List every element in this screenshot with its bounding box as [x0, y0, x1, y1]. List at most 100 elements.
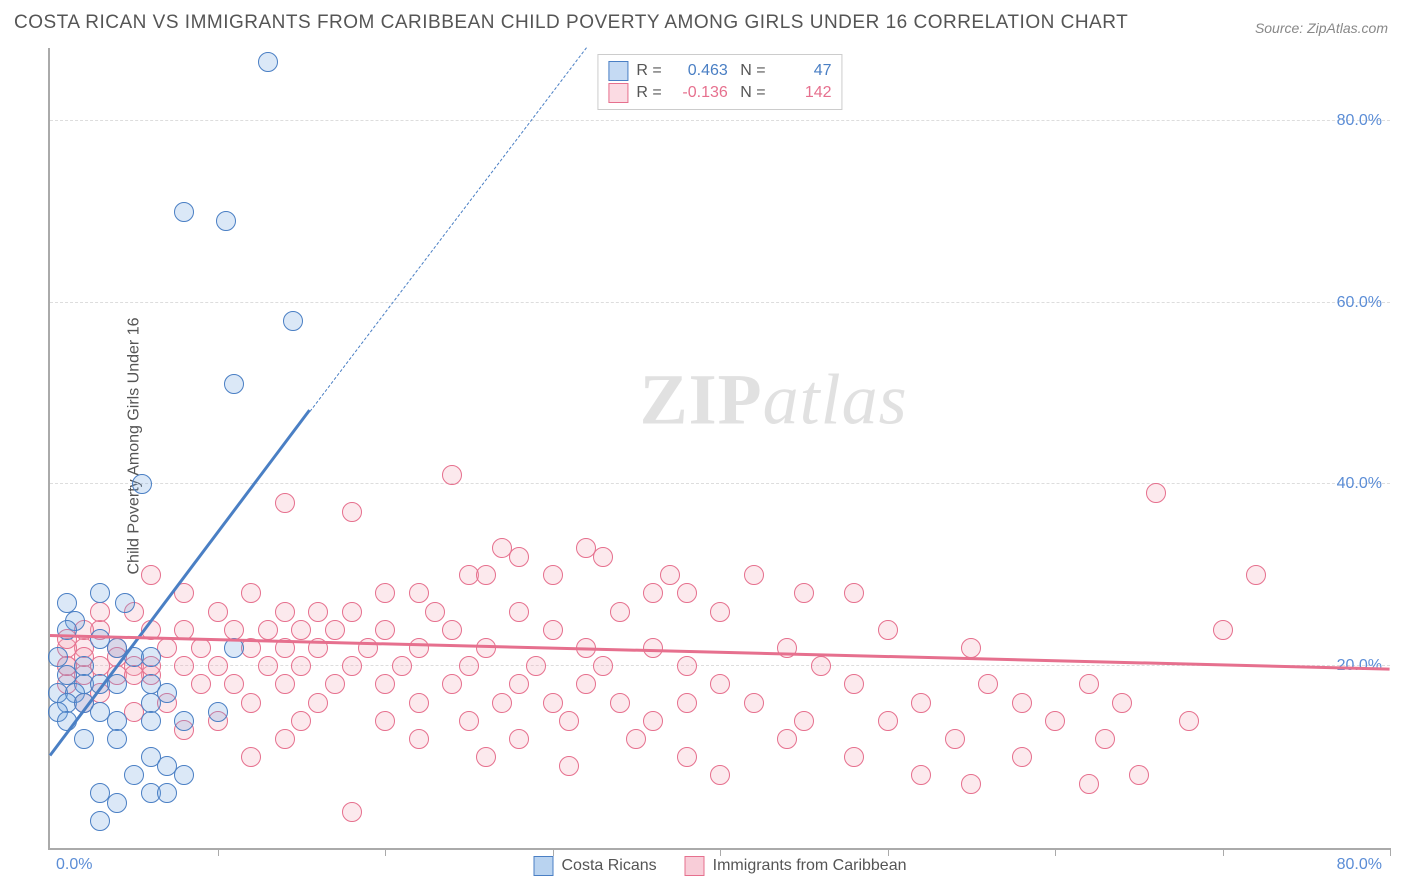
scatter-point [342, 802, 362, 822]
scatter-point [141, 711, 161, 731]
r-value-series-1: 0.463 [670, 62, 728, 80]
scatter-point [1095, 729, 1115, 749]
x-tick [1390, 848, 1391, 856]
scatter-point [677, 747, 697, 767]
scatter-point [342, 602, 362, 622]
scatter-point [115, 593, 135, 613]
scatter-point [258, 52, 278, 72]
legend-swatch-series-2 [685, 856, 705, 876]
scatter-point [1079, 774, 1099, 794]
scatter-point [559, 711, 579, 731]
scatter-point [559, 756, 579, 776]
scatter-point [208, 702, 228, 722]
scatter-point [174, 765, 194, 785]
scatter-point [526, 656, 546, 676]
x-tick [553, 848, 554, 856]
scatter-point [978, 674, 998, 694]
scatter-point [258, 656, 278, 676]
scatter-point [107, 711, 127, 731]
scatter-point [141, 647, 161, 667]
x-tick [720, 848, 721, 856]
scatter-point [961, 774, 981, 794]
scatter-point [543, 693, 563, 713]
scatter-point [844, 747, 864, 767]
scatter-plot-area: ZIPatlas R = 0.463 N = 47 R = -0.136 N =… [48, 48, 1390, 850]
n-label: N = [736, 62, 766, 80]
scatter-point [744, 565, 764, 585]
legend-item-series-1: Costa Ricans [534, 856, 657, 876]
scatter-point [208, 656, 228, 676]
source-prefix: Source: [1255, 20, 1307, 36]
scatter-point [643, 711, 663, 731]
legend-swatch-series-1 [534, 856, 554, 876]
scatter-point [392, 656, 412, 676]
scatter-point [325, 674, 345, 694]
scatter-point [476, 747, 496, 767]
gridline [50, 302, 1390, 303]
scatter-point [1179, 711, 1199, 731]
scatter-point [308, 693, 328, 713]
scatter-point [677, 583, 697, 603]
scatter-point [660, 565, 680, 585]
scatter-point [878, 620, 898, 640]
n-value-series-1: 47 [774, 62, 832, 80]
scatter-point [375, 711, 395, 731]
watermark-zip: ZIP [640, 360, 763, 440]
scatter-point [174, 711, 194, 731]
scatter-point [216, 211, 236, 231]
scatter-point [141, 565, 161, 585]
stats-row-series-2: R = -0.136 N = 142 [608, 83, 831, 103]
scatter-point [224, 620, 244, 640]
scatter-point [283, 311, 303, 331]
scatter-point [1213, 620, 1233, 640]
scatter-point [459, 656, 479, 676]
scatter-point [275, 674, 295, 694]
gridline [50, 120, 1390, 121]
r-label: R = [636, 84, 661, 102]
scatter-point [794, 711, 814, 731]
scatter-point [593, 547, 613, 567]
scatter-point [90, 602, 110, 622]
scatter-point [610, 693, 630, 713]
watermark: ZIPatlas [640, 359, 908, 442]
scatter-point [610, 602, 630, 622]
r-label: R = [636, 62, 661, 80]
scatter-point [442, 465, 462, 485]
scatter-point [1012, 747, 1032, 767]
scatter-point [308, 602, 328, 622]
scatter-point [241, 693, 261, 713]
scatter-point [593, 656, 613, 676]
scatter-point [442, 620, 462, 640]
scatter-point [1246, 565, 1266, 585]
y-tick-label: 80.0% [1337, 112, 1382, 130]
legend: Costa Ricans Immigrants from Caribbean [534, 856, 907, 876]
n-label: N = [736, 84, 766, 102]
scatter-point [224, 374, 244, 394]
scatter-point [124, 765, 144, 785]
scatter-point [48, 647, 68, 667]
scatter-point [794, 583, 814, 603]
scatter-point [878, 711, 898, 731]
scatter-point [409, 638, 429, 658]
source-attribution: Source: ZipAtlas.com [1255, 20, 1388, 36]
scatter-point [375, 620, 395, 640]
scatter-point [509, 602, 529, 622]
scatter-point [275, 729, 295, 749]
scatter-point [409, 729, 429, 749]
scatter-point [710, 765, 730, 785]
scatter-point [174, 202, 194, 222]
scatter-point [459, 711, 479, 731]
scatter-point [107, 729, 127, 749]
scatter-point [241, 747, 261, 767]
scatter-point [1012, 693, 1032, 713]
scatter-point [1079, 674, 1099, 694]
swatch-series-2 [608, 83, 628, 103]
scatter-point [961, 638, 981, 658]
scatter-point [677, 656, 697, 676]
chart-title: COSTA RICAN VS IMMIGRANTS FROM CARIBBEAN… [14, 12, 1128, 34]
scatter-point [291, 656, 311, 676]
swatch-series-1 [608, 61, 628, 81]
stats-row-series-1: R = 0.463 N = 47 [608, 61, 831, 81]
legend-label-series-1: Costa Ricans [562, 857, 657, 875]
x-tick [385, 848, 386, 856]
